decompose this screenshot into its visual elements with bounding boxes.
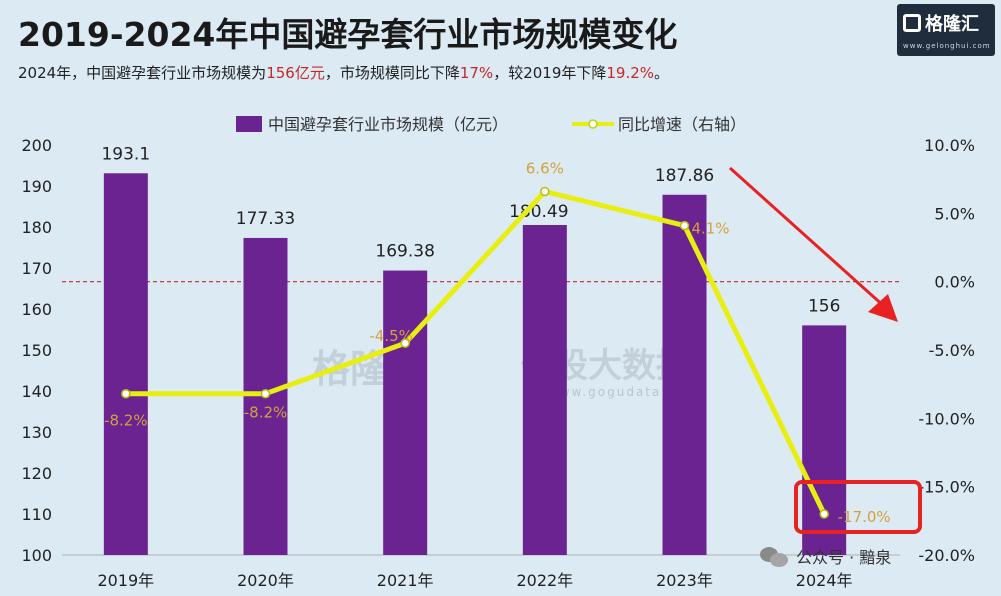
x-tick-label: 2022年 — [516, 571, 573, 590]
y-left-tick-label: 100 — [21, 546, 52, 565]
x-tick-label: 2020年 — [237, 571, 294, 590]
y-left-tick-label: 190 — [21, 177, 52, 196]
y-left-tick-label: 150 — [21, 341, 52, 360]
y-left-tick-label: 170 — [21, 259, 52, 278]
x-tick-label: 2023年 — [656, 571, 713, 590]
chart-title: 2019-2024年中国避孕套行业市场规模变化 — [18, 15, 678, 54]
x-tick-label: 2019年 — [97, 571, 154, 590]
y-left-tick-label: 180 — [21, 218, 52, 237]
bar — [103, 173, 148, 556]
bar — [522, 224, 567, 555]
growth-value-label: -4.5% — [369, 327, 413, 345]
growth-point — [679, 220, 690, 231]
watermark-url: www.gogudata.com — [548, 385, 699, 399]
wechat-icon — [760, 545, 790, 567]
y-left-tick-label: 130 — [21, 423, 52, 442]
trend-arrow — [728, 166, 888, 310]
y-right-tick-label: -5.0% — [929, 341, 975, 360]
highlight-box — [794, 480, 922, 534]
logo-mark-icon — [903, 14, 921, 32]
bar-value-label: 187.86 — [655, 166, 714, 186]
legend-line-marker — [588, 119, 598, 129]
growth-value-label: 6.6% — [526, 159, 564, 177]
growth-line: -8.2% -8.2% -4.5% 6.6% 4.1% -17.0% — [104, 159, 891, 526]
y-right-tick-label: 5.0% — [934, 204, 975, 223]
growth-point — [260, 388, 271, 399]
legend-bar-label: 中国避孕套行业市场规模（亿元） — [268, 115, 508, 134]
growth-point — [540, 186, 550, 197]
growth-value-label: -8.2% — [104, 412, 148, 430]
growth-point — [400, 338, 410, 348]
y-left-tick-label: 160 — [21, 300, 52, 319]
y-right-tick-label: 0.0% — [934, 273, 975, 292]
bar-value-label: 177.33 — [236, 209, 295, 229]
y-right-tick-label: 10.0% — [924, 136, 975, 155]
x-tick-label: 2024年 — [796, 571, 853, 590]
bar-value-label: 169.38 — [375, 242, 434, 262]
x-tick-label: 2021年 — [377, 571, 434, 590]
y-right-tick-label: -20.0% — [918, 546, 975, 565]
brand-logo: 格隆汇 www.gelonghui.com — [897, 4, 995, 56]
annotations — [728, 166, 922, 534]
y-right-tick-label: -10.0% — [918, 409, 975, 428]
growth-point — [819, 509, 829, 519]
bar — [383, 270, 428, 555]
legend-line-label: 同比增速（右轴） — [618, 115, 746, 134]
chart-subtitle: 2024年，中国避孕套行业市场规模为156亿元，市场规模同比下降17%，较201… — [18, 64, 670, 82]
growth-value-label: -8.2% — [244, 404, 288, 422]
growth-value-label: 4.1% — [691, 220, 729, 238]
bar-value-label: 193.1 — [101, 144, 150, 164]
axes: 200 190 180 170 160 150 140 130 120 110 100 10.0% 5.… — [21, 136, 975, 590]
bar-value-label: 156 — [808, 296, 840, 316]
legend-bar-swatch — [236, 116, 262, 132]
growth-value-label: -17.0% — [838, 508, 891, 526]
y-left-tick-label: 110 — [21, 505, 52, 524]
growth-line-path — [125, 189, 827, 516]
footer: 公众号 · 黯泉 — [760, 544, 891, 568]
trend-arrow-head — [868, 294, 898, 322]
bar — [662, 194, 707, 556]
y-left-tick-label: 120 — [21, 464, 52, 483]
growth-point — [121, 388, 131, 399]
y-left-tick-label: 140 — [21, 382, 52, 401]
legend: 中国避孕套行业市场规模（亿元） 同比增速（右轴） — [236, 115, 746, 134]
y-left-tick-label: 200 — [21, 136, 52, 155]
y-right-tick-label: -15.0% — [918, 478, 975, 497]
